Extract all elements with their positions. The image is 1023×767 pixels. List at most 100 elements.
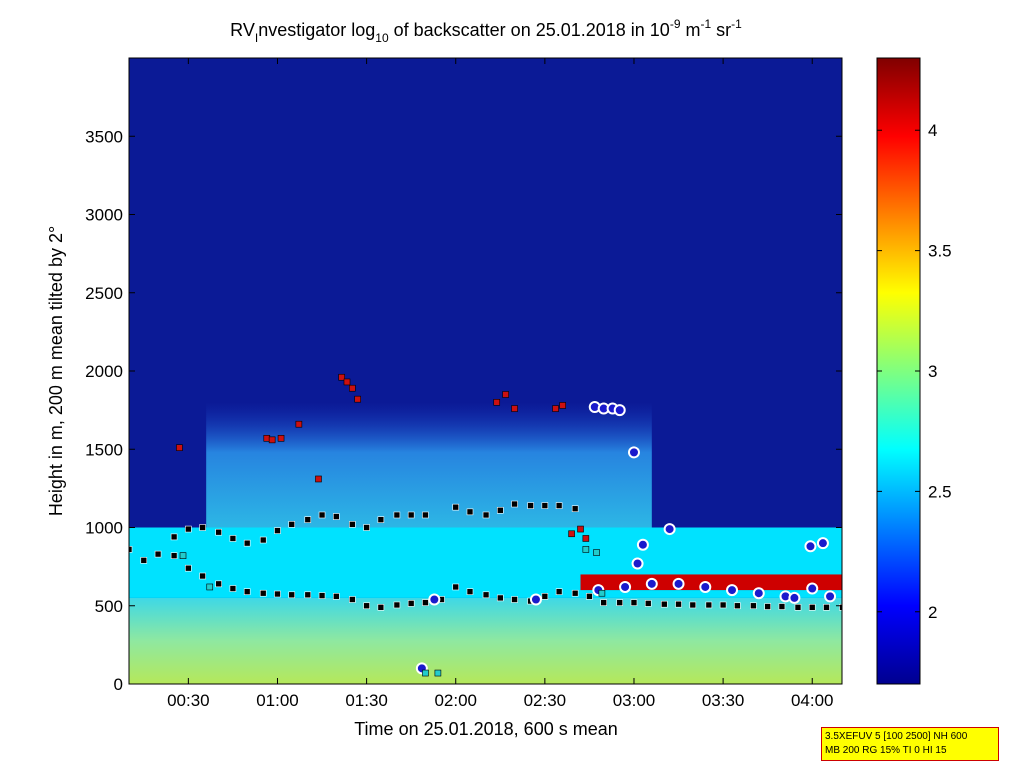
data-point (689, 601, 697, 609)
data-point (496, 594, 504, 602)
data-point (333, 513, 340, 520)
data-point (422, 599, 429, 606)
processing-info-line-1: 3.5XEFUV 5 [100 2500] NH 600 (825, 731, 968, 742)
y-tick-label: 3000 (85, 206, 123, 225)
data-point (672, 577, 685, 590)
colorbar-tick-label: 3 (928, 362, 937, 381)
data-point (598, 589, 606, 597)
x-tick-label: 01:30 (345, 691, 388, 710)
data-point (804, 540, 817, 553)
colorbar-tick-label: 3.5 (928, 242, 952, 261)
data-point (452, 503, 460, 511)
data-point (750, 602, 757, 610)
data-point (839, 604, 842, 611)
x-tick-label: 01:00 (256, 691, 299, 710)
data-point (185, 564, 192, 572)
data-point (788, 591, 801, 604)
data-point (719, 601, 727, 609)
data-point (354, 395, 361, 403)
data-point (288, 591, 296, 599)
data-point (363, 602, 370, 610)
data-point (527, 502, 534, 509)
data-point (377, 516, 385, 523)
data-point (393, 601, 401, 609)
data-point (823, 604, 830, 611)
colorbar-tick-label: 4 (928, 121, 937, 140)
data-point (407, 511, 415, 519)
data-point (434, 669, 442, 677)
data-point (552, 405, 559, 412)
data-point (699, 580, 712, 593)
data-point (619, 580, 632, 593)
data-point (559, 402, 566, 409)
data-point (304, 516, 312, 523)
data-point (349, 384, 356, 392)
data-point (363, 524, 370, 531)
x-axis: 00:30 01:00 01:30 02:00 02:30 03:00 03:30 04:00 (167, 58, 834, 710)
y-tick-label: 3500 (85, 127, 123, 146)
data-point (229, 535, 237, 542)
data-point (338, 373, 345, 381)
data-point (407, 600, 415, 607)
data-point (582, 546, 590, 553)
chart-title: RVInvestigator log10 of backscatter on 2… (230, 17, 742, 45)
x-tick-label: 04:00 (791, 691, 834, 710)
data-point (206, 583, 214, 591)
y-tick-label: 2000 (85, 362, 123, 381)
x-tick-label: 02:00 (434, 691, 477, 710)
data-point (422, 511, 429, 519)
data-point (482, 591, 490, 599)
data-point (170, 533, 178, 541)
data-point (705, 601, 713, 609)
data-point (304, 591, 312, 599)
data-point (318, 592, 326, 599)
data-point (511, 596, 518, 603)
colorbar-tick-label: 2.5 (928, 482, 952, 501)
data-point (806, 582, 819, 595)
data-point (541, 593, 549, 600)
data-point (318, 511, 326, 519)
x-tick-label: 03:30 (702, 691, 745, 710)
data-point (502, 391, 509, 398)
data-point (274, 590, 281, 598)
x-tick-label: 03:00 (613, 691, 656, 710)
data-point (393, 511, 401, 519)
heatmap-region-aerosol-layer (206, 402, 652, 528)
data-point (215, 528, 222, 536)
data-markers (129, 373, 842, 677)
colorbar: 2 2.5 3 3.5 4 (876, 57, 952, 685)
data-point (179, 552, 187, 559)
data-point (176, 444, 183, 451)
data-point (529, 593, 542, 606)
data-point (586, 593, 593, 600)
data-point (170, 552, 178, 559)
data-point (577, 525, 584, 533)
y-tick-label: 2500 (85, 284, 123, 303)
data-point (511, 405, 518, 412)
y-tick-label: 1000 (85, 519, 123, 538)
data-point (315, 475, 322, 483)
data-point (349, 596, 356, 603)
data-point (493, 398, 501, 406)
data-point (295, 420, 303, 428)
data-point (555, 588, 563, 595)
processing-info-box: 3.5XEFUV 5 [100 2500] NH 600 MB 200 RG 1… (821, 727, 999, 761)
data-point (274, 527, 281, 534)
data-point (185, 525, 192, 533)
data-point (333, 593, 340, 600)
data-point (663, 523, 676, 536)
data-point (644, 600, 652, 607)
heatmap-region-surface-layer (129, 597, 842, 684)
data-point (452, 583, 460, 591)
data-point (752, 587, 765, 600)
data-point (199, 524, 206, 531)
data-point (630, 599, 638, 606)
data-point (726, 584, 739, 597)
data-point (631, 557, 644, 570)
data-point (824, 590, 837, 603)
processing-info-line-2: MB 200 RG 15% TI 0 HI 15 (825, 745, 947, 756)
data-point (764, 603, 771, 610)
data-point (571, 589, 579, 597)
data-point (645, 577, 658, 590)
data-point (215, 580, 222, 588)
